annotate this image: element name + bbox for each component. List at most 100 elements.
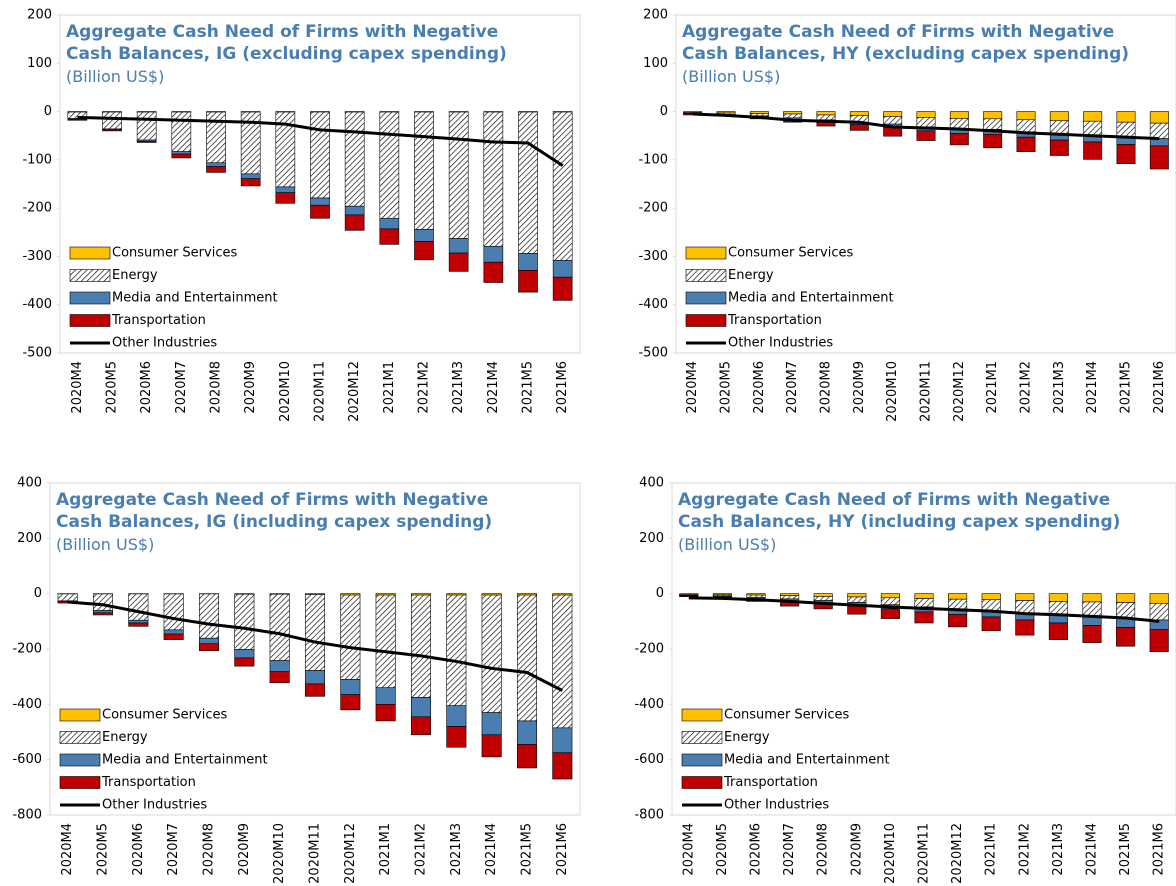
- bar-segment: [92, 593, 114, 611]
- x-tick-label: 2021M1: [984, 823, 999, 876]
- x-tick-label: 2021M4: [1085, 823, 1100, 876]
- x-tick-label: 2021M3: [451, 361, 466, 414]
- bar-segment: [948, 593, 968, 600]
- bar-segment: [483, 261, 504, 283]
- bar-segment: [206, 166, 226, 173]
- bar-segment: [234, 657, 255, 667]
- bar-segment: [344, 111, 365, 207]
- bar-segment: [275, 186, 296, 193]
- bar-segment: [1016, 119, 1036, 133]
- x-tick-label: 2020M10: [885, 361, 900, 422]
- bar-segment: [1149, 593, 1169, 604]
- bar-segment: [1082, 593, 1102, 603]
- bar-segment: [414, 111, 434, 230]
- bar-segment: [552, 727, 573, 754]
- x-tick-label: 2021M6: [555, 361, 570, 414]
- bar-segment: [171, 111, 192, 152]
- x-tick-label: 2020M8: [816, 823, 831, 876]
- chart-subtitle: (Billion US$): [682, 67, 781, 86]
- bar-segment: [552, 752, 573, 780]
- bar-segment: [1016, 111, 1036, 121]
- chart-title: Aggregate Cash Need of Firms with Negati…: [678, 490, 1121, 532]
- x-tick-label: 2020M11: [308, 823, 323, 884]
- bar-segment: [1049, 111, 1069, 122]
- bar-segment: [981, 593, 1001, 601]
- bar-segment: [1149, 111, 1169, 124]
- y-tick-label: 400: [639, 476, 664, 491]
- bar-segment: [948, 614, 968, 628]
- bar-segment: [163, 629, 184, 635]
- bar-segment: [981, 616, 1001, 632]
- bar-segment: [269, 671, 290, 684]
- bar-segment: [983, 111, 1003, 120]
- bar-segment: [1015, 600, 1035, 614]
- bar-segment: [304, 683, 326, 697]
- legend-swatch: [685, 291, 727, 305]
- legend-label: Energy: [102, 730, 148, 745]
- y-tick-label: -400: [22, 297, 52, 312]
- bar-segment: [847, 593, 867, 598]
- bar-segment: [206, 162, 226, 167]
- x-tick-label: 2020M7: [166, 823, 181, 876]
- bar-segment: [914, 611, 934, 624]
- x-tick-label: 2021M4: [486, 361, 501, 414]
- y-tick-label: 400: [17, 476, 42, 491]
- y-tick-label: 100: [27, 56, 52, 71]
- x-tick-label: 2021M5: [1119, 361, 1134, 414]
- x-tick-label: 2020M12: [952, 361, 967, 422]
- x-tick-label: 2020M5: [715, 823, 730, 876]
- chart-subtitle: (Billion US$): [678, 535, 777, 554]
- bar-segment: [916, 111, 936, 118]
- x-tick-label: 2020M7: [785, 361, 800, 414]
- bar-segment: [269, 593, 290, 661]
- bar-segment: [948, 598, 968, 610]
- legend-label: Other Industries: [728, 336, 833, 351]
- legend-label: Consumer Services: [112, 246, 237, 261]
- bar-segment: [483, 111, 504, 247]
- y-tick-label: -500: [638, 346, 668, 361]
- x-tick-label: 2020M5: [105, 361, 120, 414]
- y-tick-label: -500: [22, 346, 52, 361]
- x-tick-label: 2021M6: [1152, 823, 1167, 876]
- bar-segment: [883, 127, 903, 137]
- bar-segment: [92, 610, 114, 614]
- bar-segment: [410, 716, 432, 736]
- bar-segment: [518, 111, 538, 254]
- x-tick-label: 2020M7: [782, 823, 797, 876]
- chart-subtitle: (Billion US$): [56, 535, 155, 554]
- bar-segment: [914, 593, 934, 599]
- bar-segment: [375, 594, 396, 689]
- legend-label: Other Industries: [112, 336, 217, 351]
- bar-segment: [310, 204, 330, 219]
- legend-swatch: [59, 708, 101, 722]
- y-tick-label: -300: [638, 249, 668, 264]
- x-tick-label: 2021M3: [1051, 823, 1066, 876]
- x-tick-label: 2021M2: [417, 361, 432, 414]
- y-tick-label: 0: [34, 586, 42, 601]
- legend-swatch: [681, 753, 723, 767]
- bar-segment: [1116, 111, 1136, 123]
- bar-segment: [92, 612, 114, 616]
- bar-segment: [240, 178, 261, 187]
- x-tick-label: 2021M6: [1152, 361, 1167, 414]
- legend-label: Energy: [724, 730, 770, 745]
- bar-segment: [448, 252, 469, 272]
- y-tick-label: -200: [638, 201, 668, 216]
- bar-segment: [983, 118, 1003, 130]
- bar-segment: [816, 111, 836, 116]
- legend-swatch: [681, 776, 723, 789]
- x-tick-label: 2020M8: [202, 823, 217, 876]
- y-tick-label: 0: [44, 104, 52, 119]
- x-tick-label: 2020M4: [60, 823, 75, 876]
- bar-segment: [310, 197, 330, 206]
- x-tick-label: 2021M1: [378, 823, 393, 876]
- bar-segment: [880, 593, 900, 599]
- bar-segment: [780, 595, 800, 600]
- bar-segment: [916, 117, 936, 128]
- x-tick-label: 2020M4: [685, 361, 700, 414]
- y-tick-label: -200: [22, 201, 52, 216]
- y-tick-label: -800: [12, 808, 42, 823]
- x-tick-label: 2021M5: [1118, 823, 1133, 876]
